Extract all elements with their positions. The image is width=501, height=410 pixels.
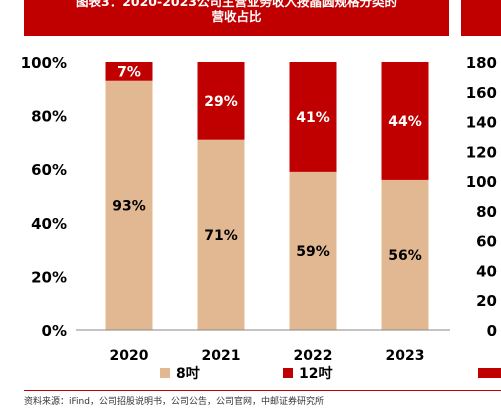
bar-segment: [381, 62, 429, 180]
adjacent-chart-title-banner: [461, 0, 501, 36]
bar-segment: [105, 62, 153, 81]
legend-swatch: [283, 368, 293, 378]
right-axis-tick-label: 120: [466, 143, 497, 161]
data-label: 44%: [388, 114, 422, 130]
data-label: 59%: [296, 244, 330, 260]
x-tick-label: 2023: [386, 348, 425, 364]
bar-segment: [105, 80, 153, 330]
chart-title-banner: 图表3：2020-2023公司主营业务收入按晶圆规格分类的 营收占比: [24, 0, 449, 36]
bar-segment: [197, 62, 245, 140]
legend-label: 12吋: [299, 366, 332, 382]
data-label: 71%: [204, 228, 238, 244]
y-tick-label: 0%: [42, 322, 67, 340]
y-tick-label: 60%: [31, 161, 67, 179]
right-axis-tick-label: 20: [476, 292, 497, 310]
chart-title-line1: 图表3：2020-2023公司主营业务收入按晶圆规格分类的: [76, 0, 397, 9]
x-tick-label: 2020: [110, 348, 149, 364]
right-axis-tick-label: 180: [466, 54, 497, 72]
data-label: 56%: [388, 248, 422, 264]
data-label: 7%: [117, 64, 141, 80]
right-axis-tick-label: 80: [476, 203, 497, 221]
right-axis-tick-label: 60: [476, 233, 497, 251]
source-note: 资料来源：iFind，公司招股说明书，公司公告，公司官网，中邮证券研究所: [24, 397, 324, 407]
legend-label: 8吋: [176, 366, 200, 382]
right-axis-tick-label: 140: [466, 114, 497, 132]
adjacent-legend-swatch: [478, 368, 501, 378]
y-tick-label: 40%: [31, 215, 67, 233]
right-axis-tick-label: 0: [487, 322, 497, 340]
x-tick-label: 2021: [202, 348, 241, 364]
bar-segment: [197, 139, 245, 330]
data-label: 29%: [204, 94, 238, 110]
x-tick-label: 2022: [294, 348, 333, 364]
right-axis-tick-label: 160: [466, 84, 497, 102]
bar-segment: [381, 179, 429, 330]
bar-segment: [289, 62, 337, 172]
source-divider: [24, 390, 501, 391]
right-axis-tick-label: 100: [466, 173, 497, 191]
y-tick-label: 100%: [21, 54, 67, 72]
data-label: 41%: [296, 110, 330, 126]
y-tick-label: 80%: [31, 108, 67, 126]
y-tick-label: 20%: [31, 268, 67, 286]
data-label: 93%: [112, 198, 146, 214]
legend-swatch: [160, 368, 170, 378]
chart-title-line2: 营收占比: [211, 9, 262, 24]
bar-segment: [289, 171, 337, 330]
right-axis-tick-label: 40: [476, 262, 497, 280]
